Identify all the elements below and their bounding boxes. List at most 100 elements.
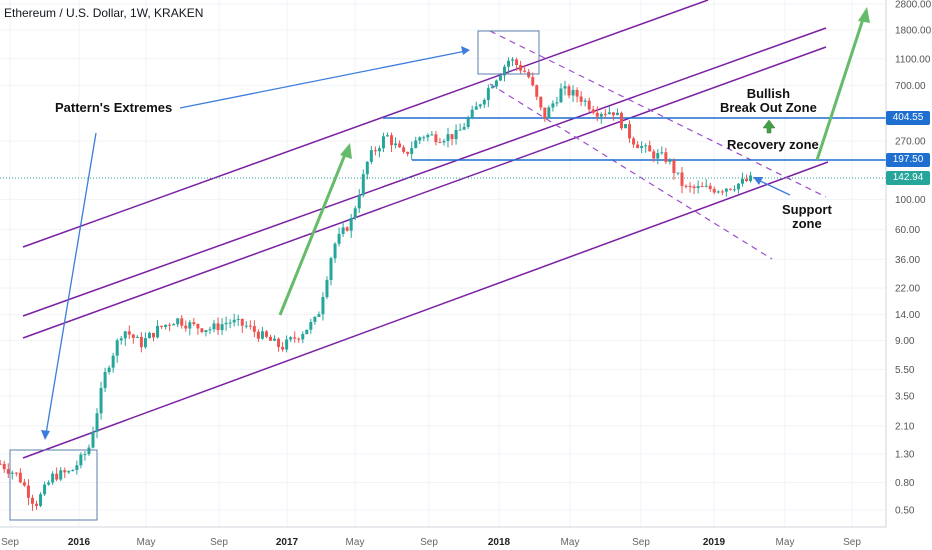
price-tag-current: 142.94 bbox=[886, 171, 930, 185]
candle-body bbox=[474, 106, 478, 110]
candle-body bbox=[583, 100, 587, 102]
candle-body bbox=[119, 338, 123, 341]
candle-body bbox=[321, 297, 325, 315]
candle-body bbox=[156, 325, 160, 338]
candle-body bbox=[490, 86, 494, 89]
candle-body bbox=[502, 66, 506, 76]
arrow-head-support bbox=[753, 177, 763, 185]
candle-body bbox=[454, 130, 458, 140]
candle-body bbox=[523, 70, 527, 72]
y-tick-label: 14.00 bbox=[895, 310, 920, 321]
candle-body bbox=[652, 151, 656, 159]
candle-body bbox=[680, 172, 684, 186]
x-tick-label: 2019 bbox=[703, 537, 726, 548]
candle-body bbox=[123, 331, 127, 339]
candle-body bbox=[551, 103, 555, 108]
candle-body bbox=[422, 137, 426, 139]
candle-body bbox=[115, 340, 119, 356]
candle-body bbox=[531, 77, 535, 86]
candle-body bbox=[611, 112, 615, 116]
candle-body bbox=[712, 189, 716, 193]
annotation-support-zone[interactable]: Support zone bbox=[782, 202, 832, 231]
channel-line-mid1[interactable] bbox=[22, 27, 827, 317]
candle-body bbox=[700, 186, 704, 188]
y-tick-label: 22.00 bbox=[895, 284, 920, 295]
channel-line-lower[interactable] bbox=[22, 161, 829, 459]
y-tick-label: 1100.00 bbox=[895, 54, 931, 65]
y-tick-label: 2800.00 bbox=[895, 0, 932, 11]
candle-body bbox=[381, 136, 385, 149]
candle-body bbox=[83, 454, 87, 456]
y-tick-label: 700.00 bbox=[895, 81, 926, 92]
candle-body bbox=[135, 336, 139, 338]
annotation-pattern-extremes[interactable]: Pattern's Extremes bbox=[55, 100, 173, 115]
x-tick-label: Sep bbox=[1, 537, 19, 548]
candle-body bbox=[716, 191, 720, 193]
x-tick-label: Sep bbox=[210, 537, 228, 548]
candle-body bbox=[139, 336, 143, 348]
candle-body bbox=[394, 143, 398, 146]
candle-body bbox=[200, 328, 204, 333]
candle-body bbox=[745, 178, 749, 181]
y-tick-label: 100.00 bbox=[895, 195, 926, 206]
candle-body bbox=[640, 146, 644, 149]
candle-body bbox=[660, 152, 664, 154]
candle-body bbox=[434, 134, 438, 143]
candle-body bbox=[482, 99, 486, 105]
candle-body bbox=[10, 472, 14, 474]
green-arrow-1 bbox=[278, 151, 348, 316]
x-tick-label: Sep bbox=[420, 537, 438, 548]
candle-body bbox=[740, 178, 744, 184]
candle-body bbox=[607, 112, 611, 114]
candle-body bbox=[535, 85, 539, 97]
candle-body bbox=[636, 144, 640, 149]
candle-body bbox=[349, 217, 353, 231]
candle-body bbox=[377, 148, 381, 152]
candle-body bbox=[337, 233, 341, 244]
candle-body bbox=[624, 124, 628, 129]
x-tick-label: Sep bbox=[632, 537, 650, 548]
candle-body bbox=[39, 494, 43, 506]
candle-body bbox=[507, 60, 511, 67]
candle-body bbox=[152, 332, 156, 338]
annotation-recovery-zone[interactable]: Recovery zone bbox=[727, 137, 819, 152]
candle-body bbox=[95, 413, 99, 432]
x-tick-label: May bbox=[776, 537, 795, 548]
candle-body bbox=[164, 324, 168, 327]
candle-body bbox=[724, 188, 728, 192]
price-tag-197: 197.50 bbox=[886, 153, 930, 167]
candle-body bbox=[708, 185, 712, 190]
arrow-head-high bbox=[461, 46, 470, 55]
downtrend-dashed-upper[interactable] bbox=[489, 30, 827, 198]
extreme-box-high[interactable] bbox=[477, 30, 540, 75]
candle-body bbox=[63, 470, 67, 473]
annotation-bullish-breakout[interactable]: Bullish Break Out Zone bbox=[720, 86, 817, 115]
candle-body bbox=[313, 316, 317, 322]
candle-body bbox=[236, 318, 240, 320]
green-arrow-1-head bbox=[340, 143, 352, 159]
candle-body bbox=[353, 208, 357, 218]
candle-body bbox=[442, 140, 446, 143]
candle-body bbox=[466, 118, 470, 128]
downtrend-dashed-lower[interactable] bbox=[489, 83, 773, 260]
candle-body bbox=[329, 258, 333, 280]
candle-body bbox=[369, 150, 373, 162]
candle-body bbox=[579, 96, 583, 102]
candle-body bbox=[696, 186, 700, 189]
candle-body bbox=[6, 469, 10, 474]
candle-body bbox=[264, 331, 268, 337]
candle-body bbox=[749, 175, 753, 181]
y-tick-label: 9.00 bbox=[895, 336, 915, 347]
channel-line-mid2[interactable] bbox=[22, 46, 827, 339]
channel-line-upper[interactable] bbox=[22, 0, 709, 248]
candle-body bbox=[309, 321, 313, 330]
candle-body bbox=[494, 80, 498, 87]
candle-body bbox=[220, 324, 224, 331]
candle-body bbox=[228, 322, 232, 324]
arrow-support bbox=[757, 179, 791, 196]
candle-body bbox=[160, 325, 164, 327]
extreme-box-low[interactable] bbox=[9, 449, 98, 521]
candle-body bbox=[99, 387, 103, 414]
candle-body bbox=[357, 195, 361, 209]
candle-body bbox=[398, 143, 402, 148]
